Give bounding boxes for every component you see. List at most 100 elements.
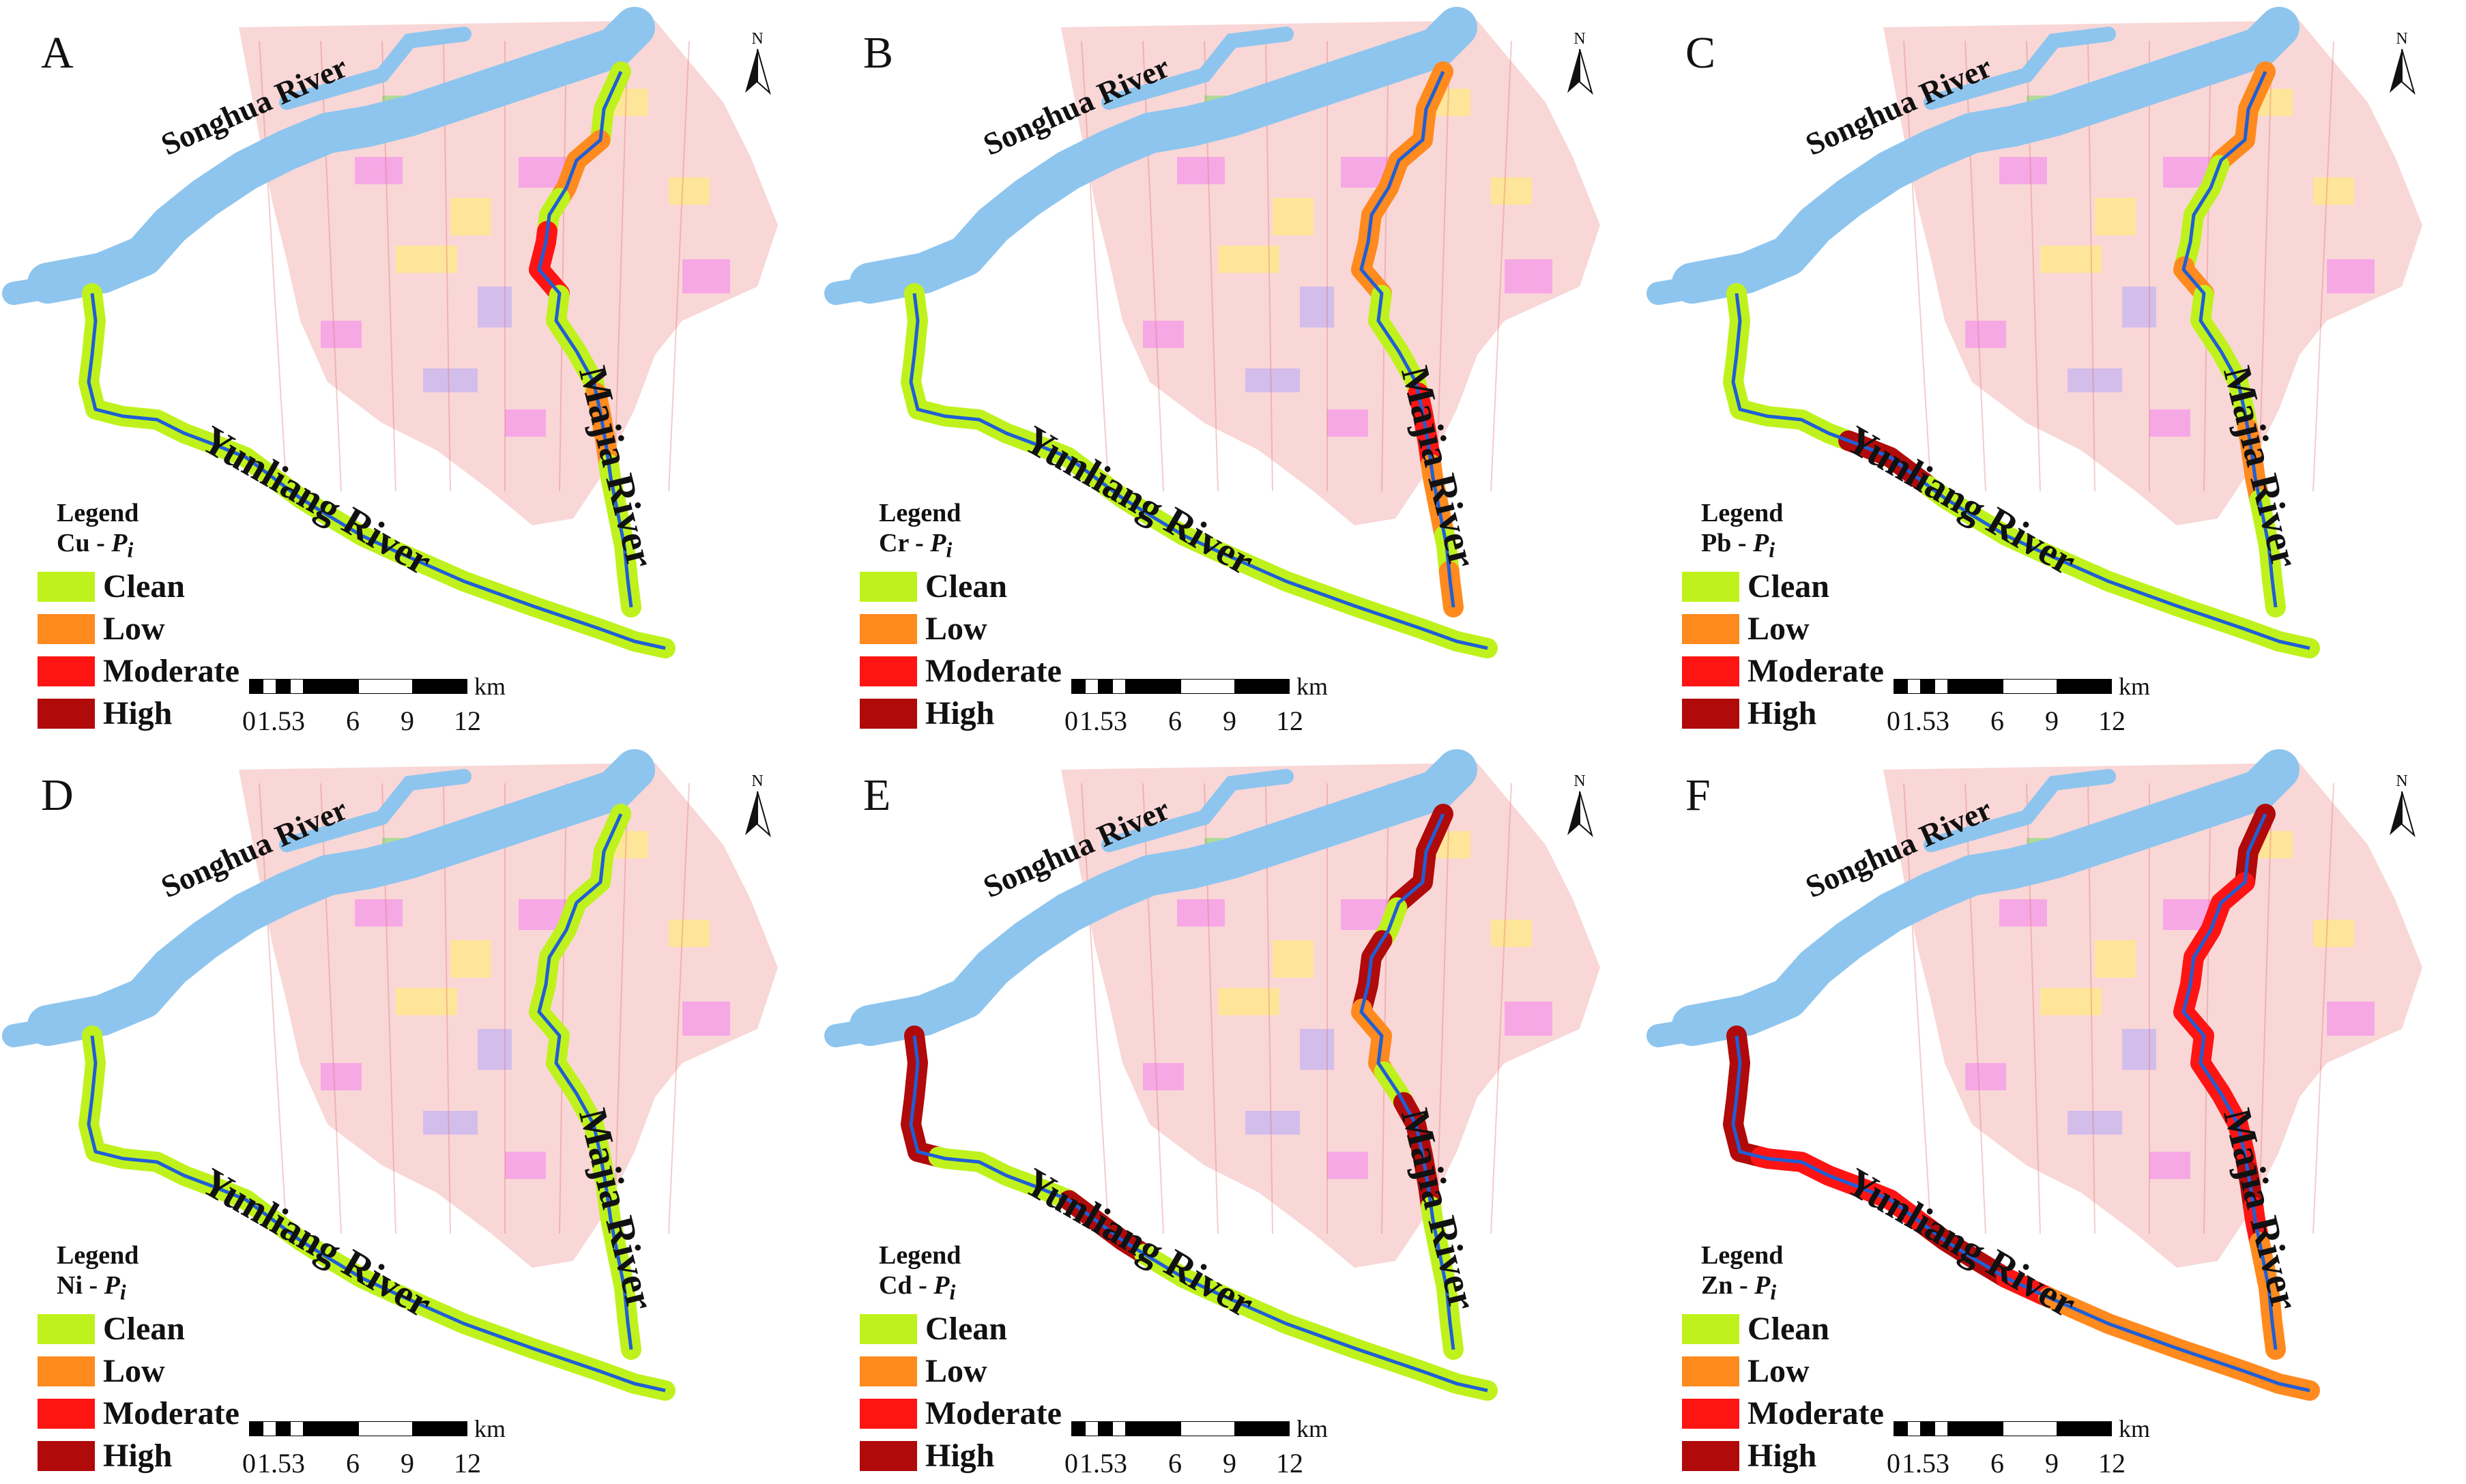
map-panel-a: A N Songhua River Yunliang River Majia Riv… xyxy=(0,0,822,742)
index-symbol: P xyxy=(930,529,946,557)
land-use-patch xyxy=(1965,321,2006,348)
legend-label: High xyxy=(103,695,173,732)
road xyxy=(2203,783,2211,1234)
scale-segment xyxy=(1894,1421,1907,1436)
land-use-patch xyxy=(1177,157,1225,184)
urban-area xyxy=(1061,763,1600,1268)
legend-item-clean: Clean xyxy=(1682,1308,1884,1350)
legend-item-low: Low xyxy=(1682,1350,1884,1393)
land-use-patch xyxy=(2068,368,2122,392)
scale-tick-label: 6 xyxy=(1168,1448,1182,1479)
urban-area xyxy=(1883,763,2422,1268)
north-arrow-icon: N xyxy=(1559,27,1600,102)
road xyxy=(1436,783,1451,1234)
urban-area xyxy=(1883,20,2422,525)
land-use-patch xyxy=(682,1002,730,1036)
legend-label: Clean xyxy=(925,568,1007,605)
legend-label: Clean xyxy=(925,1311,1007,1348)
scale-tick-label: 3 xyxy=(1936,1448,1949,1479)
legend-label: Low xyxy=(1747,611,1810,648)
scale-segment xyxy=(1948,1421,2003,1436)
legend-swatch-moderate xyxy=(1682,1398,1739,1429)
scale-tick-label: 6 xyxy=(1168,705,1182,736)
legend-item-high: High xyxy=(38,693,240,735)
index-subscript: i xyxy=(1769,538,1775,562)
legend: Legend Zn - Pi Clean Low Moderate High xyxy=(1682,1240,1884,1477)
land-use-patch xyxy=(1143,1063,1184,1090)
songhua-river xyxy=(1672,749,2300,1046)
legend-swatch-moderate xyxy=(1682,656,1739,686)
scale-segment xyxy=(1085,679,1099,694)
index-subscript: i xyxy=(1770,1280,1777,1305)
songhua-channel xyxy=(1924,27,2116,110)
scale-bar: km 0 1.5 3 6 9 12 xyxy=(1064,1415,1328,1479)
land-use-patch xyxy=(1218,988,1279,1015)
index-subscript: i xyxy=(949,1280,956,1305)
scale-unit: km xyxy=(1296,1415,1329,1442)
legend-item-high: High xyxy=(38,1435,240,1477)
scale-bar: km 0 1.5 3 6 9 12 xyxy=(1064,673,1328,736)
land-use-patch xyxy=(450,940,491,978)
legend-label: High xyxy=(925,695,995,732)
scale-segment xyxy=(2057,679,2112,694)
land-use-patch xyxy=(450,198,491,235)
scale-unit: km xyxy=(474,673,506,700)
land-use-patch xyxy=(2327,259,2375,293)
urban-area xyxy=(239,763,778,1268)
scale-bar: km 0 1.5 3 6 9 12 xyxy=(1887,1415,2150,1479)
legend-swatch-moderate xyxy=(860,1398,917,1429)
songhua-channel xyxy=(1101,27,1294,110)
majia-river-channel xyxy=(2181,813,2278,1350)
road xyxy=(613,40,628,492)
legend-swatch-low xyxy=(38,613,95,644)
land-use-patch xyxy=(423,1111,478,1135)
legend-label: Moderate xyxy=(103,1395,240,1432)
scale-segment xyxy=(358,1421,413,1436)
songhua-channel xyxy=(1924,769,2116,852)
legend-swatch-moderate xyxy=(860,656,917,686)
scale-tick-label: 9 xyxy=(2045,1448,2059,1479)
land-use-patch xyxy=(1327,409,1368,437)
land-use-patch xyxy=(2149,1152,2190,1179)
land-use-patch xyxy=(1999,899,2047,927)
metal-symbol: Cu xyxy=(57,529,90,557)
map-panel-e: E N Songhua River Yunliang River Majia Riv… xyxy=(822,742,1644,1484)
legend-label: Low xyxy=(103,1353,165,1390)
songhua-river xyxy=(850,749,1477,1046)
scale-segment xyxy=(1071,679,1085,694)
metal-symbol: Zn xyxy=(1701,1271,1733,1300)
legend-label: Low xyxy=(925,611,987,648)
scale-segment xyxy=(1934,679,1948,694)
scale-segment xyxy=(1921,679,1934,694)
legend-label: Moderate xyxy=(925,1395,1062,1432)
metric-separator: - xyxy=(1732,1271,1755,1300)
road xyxy=(1490,783,1512,1234)
legend-item-moderate: Moderate xyxy=(1682,650,1884,693)
index-symbol: P xyxy=(1754,1271,1771,1300)
scale-tick-label: 1.5 xyxy=(257,705,291,736)
songhua-channel xyxy=(279,769,472,852)
north-arrow-icon: N xyxy=(2381,27,2422,102)
legend-swatch-high xyxy=(1682,1440,1739,1471)
scale-bar: km 0 1.5 3 6 9 12 xyxy=(242,1415,506,1479)
north-arrow-icon: N xyxy=(737,27,778,102)
scale-segment xyxy=(1907,679,1921,694)
legend-item-moderate: Moderate xyxy=(860,1393,1062,1435)
map-canvas xyxy=(1647,7,2422,658)
scale-segment xyxy=(1235,1421,1290,1436)
metric-separator: - xyxy=(912,1271,934,1300)
scale-segment xyxy=(1071,1421,1085,1436)
scale-segment xyxy=(290,679,304,694)
metric-separator: - xyxy=(1731,529,1754,557)
scale-tick-label: 6 xyxy=(1990,705,2004,736)
legend-item-low: Low xyxy=(860,608,1062,650)
legend-label: High xyxy=(103,1438,173,1474)
map-canvas xyxy=(1647,749,2422,1401)
scale-tick-label: 12 xyxy=(2098,705,2126,736)
metal-symbol: Cr xyxy=(879,529,909,557)
land-use-patch xyxy=(1491,177,1532,205)
panel-letter: B xyxy=(863,28,894,78)
land-use-patch xyxy=(669,177,710,205)
index-subscript: i xyxy=(946,538,953,562)
songhua-channel xyxy=(1101,769,1294,852)
